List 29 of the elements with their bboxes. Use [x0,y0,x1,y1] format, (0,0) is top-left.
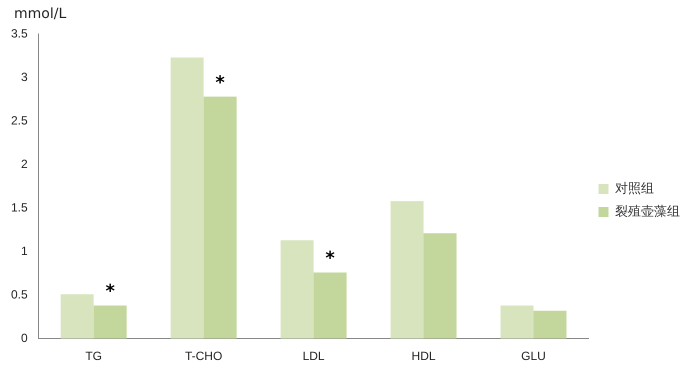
x-tick-label: LDL [302,349,325,364]
bar [534,310,567,339]
bar [314,272,347,339]
x-tick-label: T-CHO [184,349,222,364]
bar [390,201,424,339]
bar [204,96,237,339]
annotation: * [215,72,226,94]
y-tick-label: 1 [20,244,28,258]
bar [280,240,314,339]
x-tick-label: TG [85,349,102,364]
bar [94,306,127,339]
y-tick-label: 3.5 [10,26,28,40]
x-tick-label: HDL [412,349,436,364]
bar [424,233,457,339]
y-tick-label: 1.5 [10,200,28,214]
x-tick-label: GLU [521,349,546,364]
bar [500,306,534,339]
bar [170,58,204,339]
annotation: * [105,281,116,302]
legend-label: 裂殖壶藻组 [615,204,680,219]
bar [60,294,94,339]
y-tick-label: 0.5 [10,287,28,302]
y-tick-label: 3 [20,70,28,84]
legend-label: 对照组 [615,180,654,196]
y-axis-title: mmol/L [14,6,66,22]
y-tick-label: 2 [20,156,28,171]
annotation: * [325,248,336,270]
y-tick-label: 2.5 [10,113,28,128]
y-tick-label: 0 [20,330,28,345]
